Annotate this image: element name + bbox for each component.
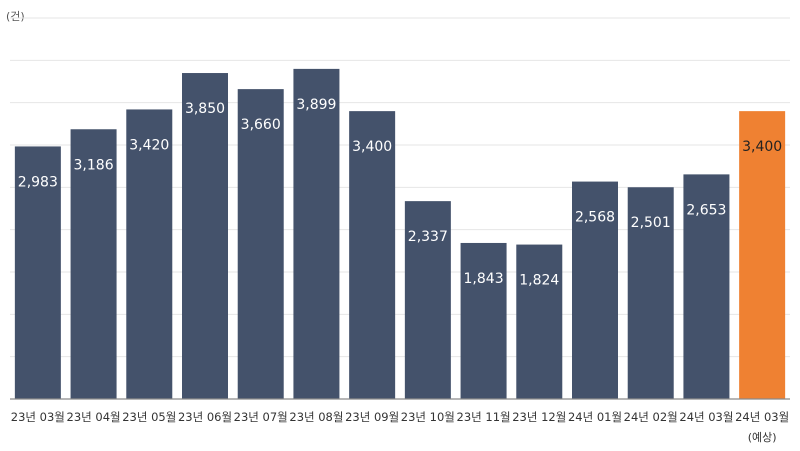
x-tick-label: 23년 07월 — [234, 410, 288, 424]
data-label: 2,337 — [408, 229, 448, 245]
bar — [237, 89, 284, 400]
bar — [572, 181, 618, 399]
bars — [14, 68, 786, 400]
data-label: 3,186 — [74, 157, 114, 173]
bar — [516, 244, 563, 399]
x-tick-label: 23년 05월 — [122, 410, 176, 424]
bar — [70, 129, 117, 399]
x-tick-label: 23년 06월 — [178, 410, 232, 424]
bar — [14, 146, 61, 399]
data-label: 2,983 — [18, 174, 58, 190]
data-label: 3,400 — [742, 139, 782, 155]
x-tick-label: 23년 03월 — [11, 410, 65, 424]
bar — [293, 68, 340, 399]
bar — [404, 201, 451, 399]
bar — [460, 242, 507, 399]
data-label: 3,660 — [241, 117, 281, 133]
x-tick-label: 23년 12월 — [512, 410, 566, 424]
x-tick-label: 23년 10월 — [401, 410, 455, 424]
bar — [683, 174, 730, 399]
x-tick-sublabel: (예상) — [748, 431, 777, 444]
value-labels: 2,983 3,186 3,420 3,850 3,660 3,899 3,400 2,337… — [18, 97, 782, 289]
bar — [182, 73, 228, 400]
data-label: 3,899 — [296, 97, 336, 113]
bar-forecast — [739, 111, 786, 399]
x-tick-label: 23년 08월 — [289, 410, 343, 424]
data-label: 2,653 — [686, 202, 726, 218]
x-tick-label: 24년 02월 — [624, 410, 678, 424]
x-tick-label: 24년 03월 — [679, 410, 733, 424]
data-label: 3,850 — [185, 101, 225, 117]
x-tick-label: 23년 04월 — [67, 410, 121, 424]
data-label: 3,400 — [352, 139, 392, 155]
data-label: 2,568 — [575, 210, 615, 226]
x-tick-label: 24년 01월 — [568, 410, 622, 424]
data-label: 1,824 — [519, 273, 559, 289]
x-tick-label: 23년 11월 — [457, 410, 511, 424]
data-label: 3,420 — [129, 137, 169, 153]
bar — [126, 109, 173, 399]
bar — [349, 111, 396, 399]
unit-label: (건) — [6, 10, 25, 23]
x-tick-label: 23년 09월 — [345, 410, 399, 424]
data-label: 1,843 — [464, 271, 504, 287]
data-label: 2,501 — [631, 215, 671, 231]
bar — [627, 187, 674, 399]
x-tick-label: 24년 03월 — [735, 410, 789, 424]
x-tick-labels: 23년 03월 23년 04월 23년 05월 23년 06월 23년 07월 23년 0… — [11, 410, 789, 444]
